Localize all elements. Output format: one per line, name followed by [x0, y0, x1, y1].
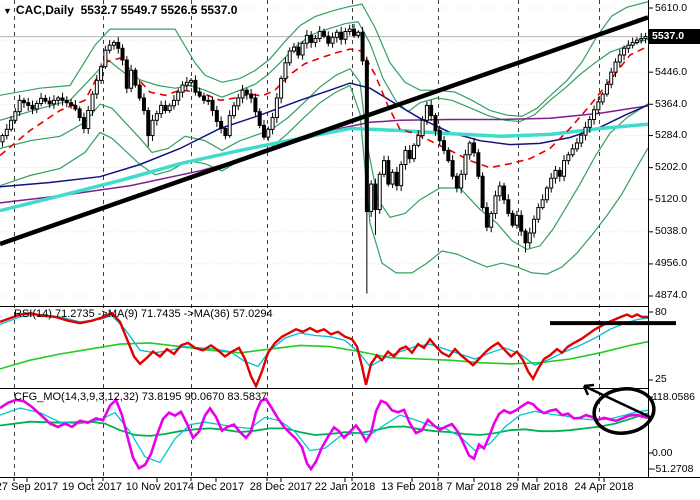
time-axis-label: 4 Dec 2017: [187, 481, 245, 493]
time-axis-label: 19 Oct 2017: [62, 481, 122, 493]
time-axis-label: 22 Jan 2018: [314, 481, 376, 493]
osma-axis-label: 0.00: [652, 446, 673, 459]
osma-axis-label: 118.0586: [652, 390, 696, 403]
price-axis-label: 5446.0: [655, 65, 688, 78]
rsi-axis-label: 80: [655, 305, 667, 318]
ohlc-values: 5532.7 5549.7 5526.5 5537.0: [80, 3, 238, 17]
time-axis-label: 13 Feb 2018: [381, 481, 443, 493]
price-axis-label: 5202.0: [655, 161, 688, 174]
rsi-axis-label: 25: [655, 373, 667, 386]
time-axis-label: 10 Nov 2017: [125, 481, 189, 493]
chart-title-bar: ▼ CAC,Daily 5532.7 5549.7 5526.5 5537.0: [3, 3, 237, 17]
time-axis-label: 28 Dec 2017: [249, 481, 313, 493]
price-axis-label: 5364.0: [655, 97, 688, 110]
current-price-tag: 5537.0: [648, 29, 700, 45]
price-axis-label: 4874.0: [655, 289, 688, 302]
price-axis-label: 5120.0: [655, 193, 688, 206]
osma-axis-label: -51.2708: [652, 462, 694, 475]
price-axis-label: 4956.0: [655, 257, 688, 270]
time-axis-label: 29 Mar 2018: [506, 481, 568, 493]
price-axis-label: 5284.0: [655, 129, 688, 142]
symbol-title: CAC,Daily: [15, 3, 74, 17]
symbol-dropdown-icon[interactable]: ▼: [3, 6, 12, 16]
osma-indicator-label: CFG_MO(14,3,9,3,12,32) 73.8195 90.0670 8…: [14, 391, 268, 403]
rsi-indicator-label: RSI(14) 71.2735 ->MA(9) 71.7435 ->MA(36)…: [14, 308, 273, 320]
price-axis-label: 5038.0: [655, 225, 688, 238]
time-axis-label: 24 Apr 2018: [574, 481, 634, 493]
price-axis-label: 5610.0: [655, 1, 688, 14]
time-axis-label: 7 Mar 2018: [446, 481, 502, 493]
time-axis-label: 27 Sep 2017: [0, 481, 59, 493]
